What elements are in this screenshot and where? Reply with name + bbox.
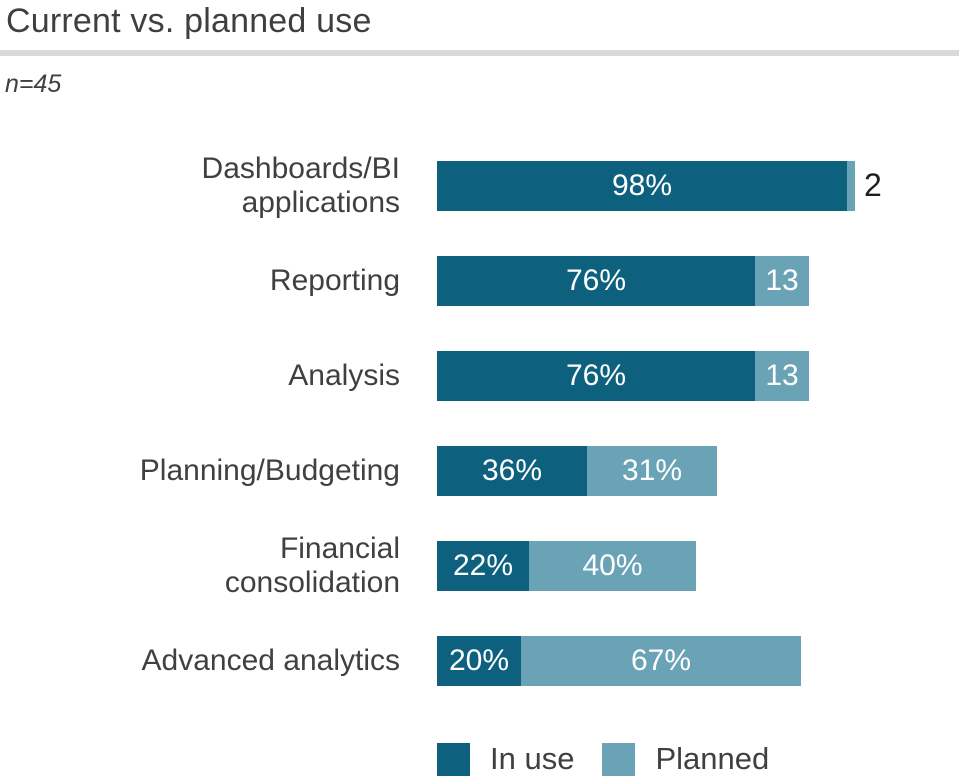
bar-segment-planned — [847, 160, 855, 211]
bar-segment-in-use: 20% — [437, 635, 521, 686]
legend-swatch-planned — [602, 742, 636, 776]
sample-size-label: n=45 — [5, 70, 62, 98]
bar-group: 22% 40% — [437, 540, 696, 591]
chart-row: Financial consolidation 22% 40% — [0, 518, 959, 613]
bar-group: 36% 31% — [437, 445, 717, 496]
bar-group: 76% 13 — [437, 350, 809, 401]
chart-row: Advanced analytics 20% 67% — [0, 613, 959, 708]
bar-segment-planned: 13 — [755, 255, 809, 306]
legend-label-in-use: In use — [490, 741, 575, 776]
bar-group: 20% 67% — [437, 635, 801, 686]
bar-segment-in-use: 76% — [437, 255, 755, 306]
legend: In use Planned — [437, 741, 769, 777]
chart-title: Current vs. planned use — [6, 2, 372, 40]
category-label: Reporting — [269, 263, 400, 297]
bar-segment-in-use: 98% — [437, 160, 847, 211]
category-label: Advanced analytics — [141, 643, 401, 677]
stacked-bar-chart: Dashboards/BI applications 98% 2 Reporting 76… — [0, 138, 959, 708]
chart-row: Analysis 76% 13 — [0, 328, 959, 423]
bar-group: 98% 2 — [437, 160, 882, 211]
bar-segment-in-use: 36% — [437, 445, 587, 496]
legend-swatch-in-use — [437, 742, 470, 776]
chart-row: Reporting 76% 13 — [0, 233, 959, 328]
bar-group: 76% 13 — [437, 255, 809, 306]
chart-row: Dashboards/BI applications 98% 2 — [0, 138, 959, 233]
chart-row: Planning/Budgeting 36% 31% — [0, 423, 959, 518]
bar-segment-planned: 13 — [755, 350, 809, 401]
category-label: Dashboards/BI applications — [201, 151, 400, 219]
bar-segment-planned: 40% — [529, 540, 696, 591]
bar-segment-in-use: 76% — [437, 350, 755, 401]
value-label-outside: 2 — [864, 167, 882, 203]
category-label: Financial consolidation — [224, 531, 400, 599]
bar-segment-planned: 31% — [587, 445, 717, 496]
category-label: Analysis — [288, 358, 400, 392]
bar-segment-in-use: 22% — [437, 540, 529, 591]
bar-segment-planned: 67% — [521, 635, 801, 686]
category-label: Planning/Budgeting — [139, 453, 400, 487]
legend-label-planned: Planned — [655, 741, 770, 776]
title-divider — [0, 50, 959, 56]
